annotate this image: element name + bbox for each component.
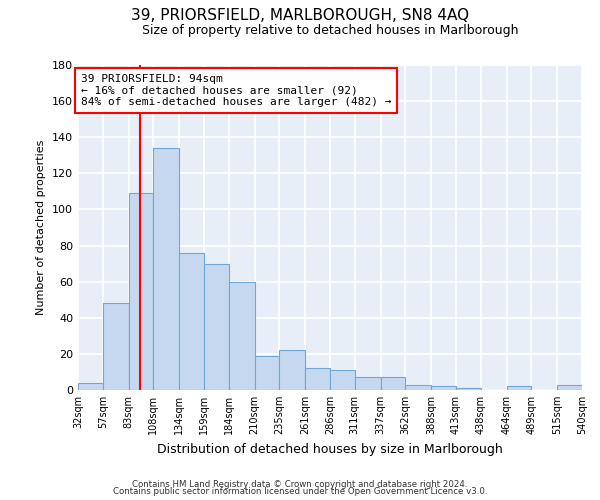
Bar [557, 384, 582, 390]
Bar [305, 368, 330, 390]
Bar [229, 282, 254, 390]
Bar [103, 304, 128, 390]
Text: Contains public sector information licensed under the Open Government Licence v3: Contains public sector information licen… [113, 488, 487, 496]
Bar [431, 386, 456, 390]
Text: 39, PRIORSFIELD, MARLBOROUGH, SN8 4AQ: 39, PRIORSFIELD, MARLBOROUGH, SN8 4AQ [131, 8, 469, 22]
Bar [78, 383, 103, 390]
Bar [154, 148, 179, 390]
Bar [280, 350, 305, 390]
Bar [254, 356, 280, 390]
Text: 39 PRIORSFIELD: 94sqm
← 16% of detached houses are smaller (92)
84% of semi-deta: 39 PRIORSFIELD: 94sqm ← 16% of detached … [81, 74, 391, 107]
Bar [179, 253, 204, 390]
Bar [128, 193, 154, 390]
Y-axis label: Number of detached properties: Number of detached properties [37, 140, 46, 315]
Text: Contains HM Land Registry data © Crown copyright and database right 2024.: Contains HM Land Registry data © Crown c… [132, 480, 468, 489]
Bar [355, 378, 380, 390]
X-axis label: Distribution of detached houses by size in Marlborough: Distribution of detached houses by size … [157, 442, 503, 456]
Bar [456, 388, 481, 390]
Bar [506, 386, 532, 390]
Title: Size of property relative to detached houses in Marlborough: Size of property relative to detached ho… [142, 24, 518, 38]
Bar [380, 378, 406, 390]
Bar [330, 370, 355, 390]
Bar [406, 384, 431, 390]
Bar [204, 264, 229, 390]
